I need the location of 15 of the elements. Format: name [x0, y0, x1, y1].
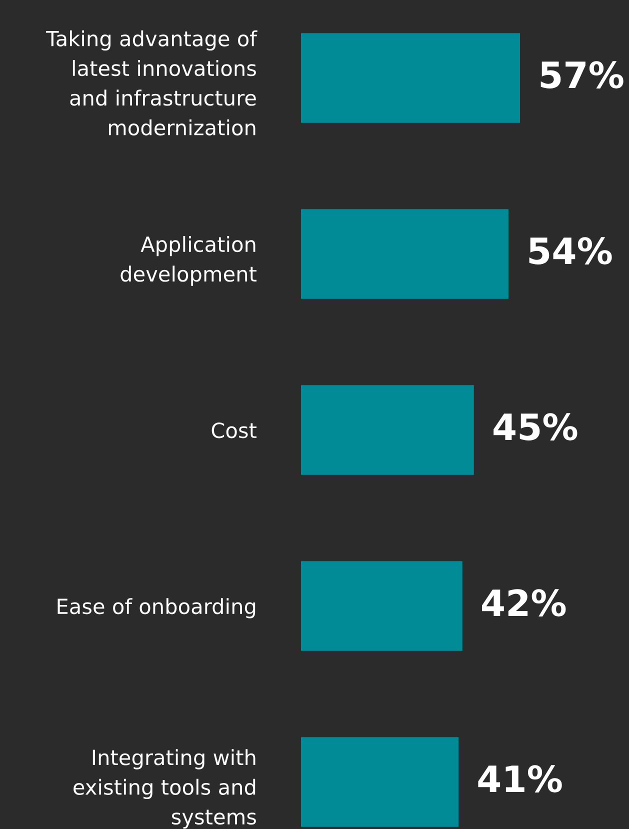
bar: [301, 737, 459, 827]
y-tick-label: Cost: [212, 422, 256, 438]
data-label: 45%: [494, 413, 578, 440]
y-tick-label: Integrating with existing tools and systems: [74, 749, 256, 829]
bar: [301, 561, 462, 651]
data-label: 54%: [529, 237, 612, 264]
y-tick-label: Application development: [120, 236, 256, 286]
data-label: 57%: [540, 61, 624, 88]
data-label: 42%: [482, 589, 566, 616]
bar: [301, 385, 474, 475]
bar: [301, 33, 520, 123]
y-tick-label: Taking advantage of latest innovations and infrastructure modernization: [46, 30, 258, 136]
bar: [301, 209, 508, 299]
y-tick-label: Ease of onboarding: [58, 598, 256, 618]
data-label: 41%: [478, 765, 562, 792]
